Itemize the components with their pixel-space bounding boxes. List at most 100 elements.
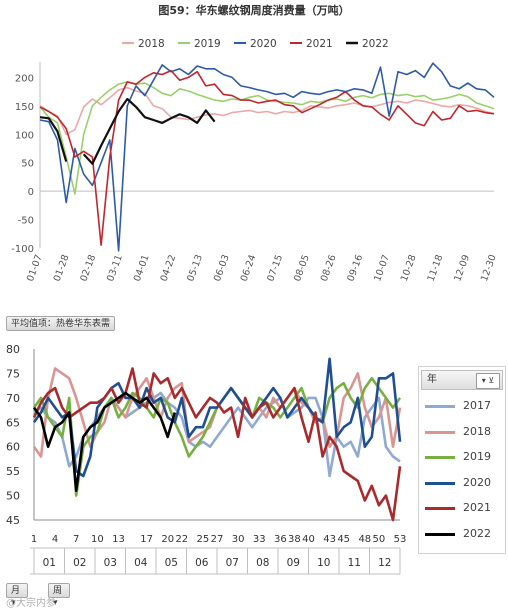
- bottom-x-month-label: 02: [73, 557, 86, 569]
- bottom-legend-item-2018[interactable]: 2018: [425, 425, 505, 439]
- top-x-tick-label: 04-01: [132, 253, 152, 283]
- bottom-y-tick-label: 70: [6, 392, 20, 405]
- bottom-x-month-label: 12: [378, 557, 391, 569]
- bottom-x-month-label: 11: [348, 557, 361, 569]
- bottom-y-tick-label: 60: [6, 441, 20, 454]
- bottom-x-week-label: 4: [52, 534, 58, 545]
- bottom-legend-swatch: [425, 430, 455, 434]
- bottom-legend-swatch: [425, 456, 455, 459]
- top-x-tick-label: 04-22: [159, 253, 179, 283]
- top-y-tick-label: 150: [15, 102, 34, 113]
- bottom-x-week-label: 30: [232, 534, 245, 545]
- bottom-y-tick-label: 75: [6, 367, 20, 380]
- bottom-legend-item-2019[interactable]: 2019: [425, 450, 505, 464]
- watermark: @大宗内参: [6, 598, 56, 609]
- bottom-series-line-2020: [32, 357, 402, 478]
- field-button-week-label: 周: [53, 586, 63, 596]
- bottom-legend: 年 ▾ ⊻ 2017 2018 2019 2020 2021 2022: [418, 366, 506, 554]
- top-x-tick-label: 11-18: [426, 253, 446, 283]
- bottom-legend-item-2020[interactable]: 2020: [425, 476, 505, 490]
- bottom-y-tick-label: 45: [6, 514, 20, 527]
- top-legend-label-2018: 2018: [138, 38, 165, 50]
- bottom-x-week-label: 38: [288, 534, 301, 545]
- top-chart-title: 图59：华东螺纹钢周度消费量（万吨）: [158, 3, 349, 17]
- top-series-line-2020: [39, 62, 495, 252]
- top-x-tick-label: 10-28: [399, 253, 419, 283]
- bottom-x-week-label: 27: [211, 534, 224, 545]
- bottom-legend-label: 2019: [463, 450, 491, 463]
- top-legend-label-2022: 2022: [362, 38, 389, 50]
- bottom-x-month-label: 06: [195, 557, 209, 569]
- bottom-x-week-label: 43: [323, 534, 336, 545]
- top-x-tick-label: 12-30: [479, 253, 499, 283]
- bottom-y-tick-label: 65: [6, 416, 20, 429]
- top-x-tick-label: 02-18: [78, 253, 98, 283]
- field-button-month[interactable]: 月 ▾: [6, 583, 28, 608]
- bottom-series-line-2018: [32, 367, 402, 458]
- top-y-tick-label: -100: [11, 244, 34, 255]
- top-series-line-2018: [39, 86, 495, 136]
- top-y-tick-label: 100: [15, 130, 34, 141]
- bottom-x-month-label: 10: [317, 557, 330, 569]
- top-legend: 2018 2019 2020 2021 2022: [122, 38, 389, 50]
- bottom-legend-swatch: [425, 532, 455, 536]
- top-x-tick-label: 08-05: [292, 253, 312, 283]
- bottom-legend-item-2021[interactable]: 2021: [425, 501, 505, 515]
- bottom-legend-item-2017[interactable]: 2017: [425, 399, 505, 413]
- legend-header: 年 ▾ ⊻: [421, 370, 503, 390]
- bottom-x-week-label: 22: [175, 534, 188, 545]
- chevron-down-icon: ▾: [53, 598, 58, 608]
- bottom-y-tick-label: 55: [6, 465, 20, 478]
- top-x-tick-label: 07-15: [265, 253, 285, 283]
- chevron-down-icon: ▾: [11, 598, 16, 608]
- top-x-tick-label: 03-11: [105, 253, 125, 283]
- bottom-x-week-label: 17: [140, 534, 153, 545]
- bottom-x-week-label: 33: [253, 534, 266, 545]
- field-button-week[interactable]: 周 ▾: [48, 583, 70, 608]
- bottom-legend-item-2022[interactable]: 2022: [425, 527, 505, 541]
- bottom-x-week-label: 13: [112, 534, 125, 545]
- top-x-tick-label: 06-24: [239, 253, 259, 283]
- top-x-tick-label: 01-28: [52, 253, 72, 283]
- bottom-legend-swatch: [425, 405, 455, 408]
- bottom-axis: 45 50 55 60 65 70 75 80 1 4 7 10 13 17 20 22 25 27 30 33 36 3…: [6, 343, 407, 575]
- bottom-x-month-label: 09: [287, 557, 300, 569]
- top-y-tick-label: -50: [18, 216, 34, 227]
- top-series: [39, 62, 495, 252]
- top-x-tick-label: 12-09: [452, 253, 472, 283]
- bottom-x-week-label: 20: [161, 534, 174, 545]
- top-y-tick-label: 50: [21, 159, 34, 170]
- bottom-x-week-label: 7: [73, 534, 79, 545]
- bottom-y-tick-label: 50: [6, 490, 20, 503]
- bottom-x-week-label: 50: [373, 534, 386, 545]
- bottom-x-week-label: 36: [274, 534, 287, 545]
- bottom-y-tick-label: 80: [6, 343, 20, 356]
- top-x-tick-label: 01-07: [25, 253, 45, 283]
- top-series-line-2019: [39, 81, 495, 195]
- bottom-series: [32, 357, 402, 522]
- bottom-x-month-label: 05: [165, 557, 178, 569]
- bottom-x-week-label: 53: [394, 534, 407, 545]
- top-x-tick-label: 05-13: [185, 253, 205, 283]
- top-legend-label-2021: 2021: [306, 38, 333, 50]
- bottom-x-month-label: 07: [226, 557, 239, 569]
- field-button-month-label: 月: [11, 586, 21, 596]
- top-series-line-2022: [39, 97, 216, 165]
- top-y-tick-label: 0: [28, 187, 34, 198]
- bottom-x-week-label: 48: [358, 534, 371, 545]
- bottom-legend-label: 2018: [463, 424, 491, 438]
- top-axis: -100 -50 0 50 100 150 200 01-07 01-28 02-18 03-11 0…: [11, 62, 499, 283]
- bottom-series-line-2021: [32, 367, 402, 522]
- bottom-legend-label: 2020: [463, 475, 491, 489]
- top-legend-label-2019: 2019: [194, 38, 221, 50]
- bottom-x-week-label: 1: [31, 534, 37, 545]
- filter-icon[interactable]: ▾ ⊻: [476, 373, 500, 389]
- page-filter-button[interactable]: 平均值项：热卷华东表需: [6, 316, 116, 331]
- top-x-tick-label: 06-03: [212, 253, 232, 283]
- bottom-legend-label: 2022: [463, 526, 491, 540]
- top-x-tick-label: 09-16: [346, 253, 366, 283]
- bottom-x-week-label: 40: [302, 534, 315, 545]
- top-x-tick-label: 08-26: [319, 253, 339, 283]
- bottom-legend-swatch: [425, 481, 455, 485]
